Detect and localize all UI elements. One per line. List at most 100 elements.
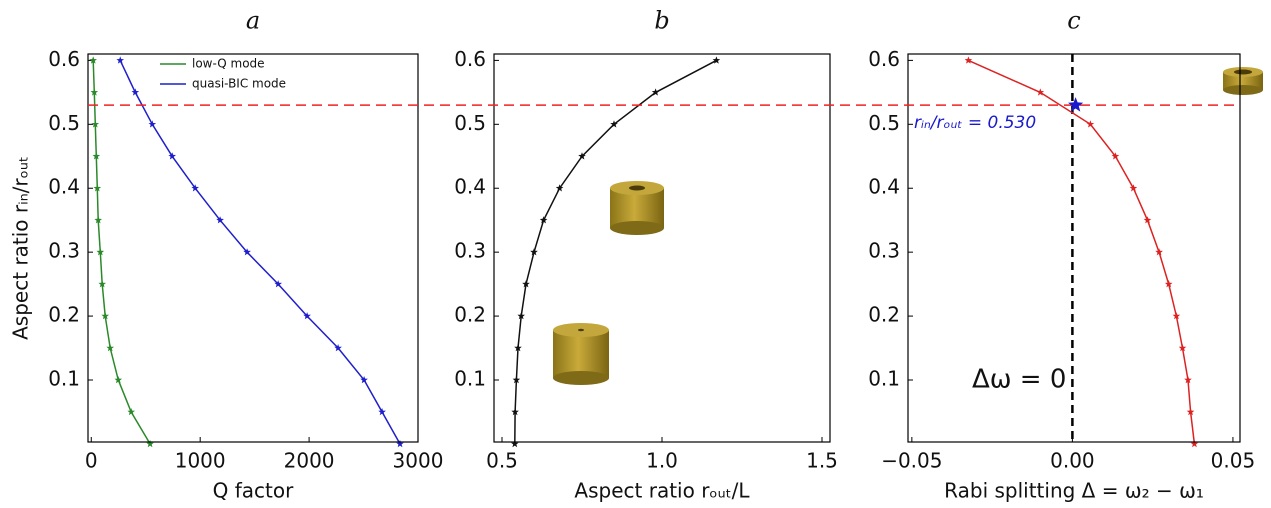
x-tick-label: 0 <box>85 449 98 473</box>
marker <box>1186 408 1195 416</box>
y-tick-label: 0.3 <box>868 239 900 263</box>
marker <box>243 248 251 256</box>
marker <box>514 344 522 352</box>
x-tick-label: 1000 <box>175 449 226 473</box>
marker <box>334 344 342 352</box>
series-line <box>119 60 401 445</box>
marker <box>1143 216 1152 224</box>
y-tick-label: 0.4 <box>454 175 486 199</box>
marker <box>539 216 548 224</box>
marker <box>1164 280 1173 288</box>
marker <box>712 56 721 64</box>
legend-label: low-Q mode <box>192 57 265 71</box>
plot-frame <box>87 53 419 443</box>
marker <box>1155 248 1163 256</box>
marker <box>116 56 124 64</box>
y-tick-label: 0.1 <box>48 366 80 390</box>
x-tick-label: −0.05 <box>881 449 942 473</box>
y-axis-label: Aspect ratio rᵢₙ/rₒᵤₜ <box>9 156 33 340</box>
marker <box>1184 376 1192 384</box>
marker <box>360 376 368 384</box>
y-tick-label: 0.6 <box>868 47 900 71</box>
marker <box>274 280 282 288</box>
marker <box>610 120 618 128</box>
cylinder-icon <box>610 181 664 235</box>
panel-title: b <box>654 7 669 35</box>
y-tick-label: 0.2 <box>454 303 486 327</box>
marker <box>91 120 100 128</box>
y-tick-label: 0.4 <box>868 175 900 199</box>
y-tick-label: 0.5 <box>868 111 900 135</box>
y-tick-label: 0.5 <box>48 111 80 135</box>
marker <box>1111 152 1120 160</box>
marker <box>651 88 660 96</box>
marker <box>131 88 140 96</box>
cylinder-icon <box>1223 67 1263 95</box>
marker <box>98 280 106 288</box>
marker <box>578 152 586 160</box>
marker <box>96 248 105 256</box>
panel-title: a <box>246 7 260 35</box>
marker <box>191 184 199 192</box>
highlight-marker <box>1068 97 1084 112</box>
marker <box>964 56 973 64</box>
y-tick-label: 0.5 <box>454 111 486 135</box>
zero-label: Δω = 0 <box>972 364 1066 394</box>
x-tick-label: 0.05 <box>1211 449 1256 473</box>
plot-frame <box>907 53 1241 443</box>
panel-title: c <box>1067 7 1080 35</box>
marker <box>148 120 157 128</box>
x-tick-label: 0.00 <box>1050 449 1095 473</box>
marker <box>89 56 97 64</box>
marker <box>1172 312 1181 320</box>
y-tick-label: 0.6 <box>48 47 80 71</box>
y-tick-label: 0.2 <box>868 303 900 327</box>
highlight-label: rᵢₙ/rₒᵤₜ = 0.530 <box>914 113 1036 133</box>
x-tick-label: 0.5 <box>486 449 518 473</box>
marker <box>378 408 386 416</box>
x-tick-label: 1.0 <box>646 449 678 473</box>
marker <box>106 344 114 352</box>
marker <box>396 439 404 448</box>
marker <box>1129 184 1138 192</box>
x-tick-label: 1.5 <box>806 449 838 473</box>
y-tick-label: 0.2 <box>48 303 80 327</box>
y-tick-label: 0.3 <box>48 239 80 263</box>
y-tick-label: 0.1 <box>454 366 486 390</box>
marker <box>1190 439 1199 448</box>
marker <box>511 439 519 448</box>
marker <box>216 216 224 224</box>
marker <box>512 376 521 384</box>
plot-frame <box>493 53 831 443</box>
marker <box>530 248 538 256</box>
x-axis-label: Aspect ratio rₒᵤₜ/L <box>574 479 750 503</box>
cylinder-icon <box>553 323 609 385</box>
marker <box>1086 120 1095 128</box>
marker <box>94 216 102 224</box>
marker <box>101 312 109 320</box>
x-axis-label: Q factor <box>213 479 294 503</box>
marker <box>146 439 154 448</box>
marker <box>114 376 123 384</box>
y-tick-label: 0.4 <box>48 175 80 199</box>
x-axis-label: Rabi splitting Δ = ω₂ − ω₁ <box>944 479 1204 503</box>
marker <box>1178 344 1187 352</box>
x-tick-label: 2000 <box>284 449 335 473</box>
series-line <box>514 59 717 444</box>
x-tick-label: 3000 <box>393 449 444 473</box>
marker <box>555 184 564 192</box>
y-tick-label: 0.6 <box>454 47 486 71</box>
y-tick-label: 0.3 <box>454 239 486 263</box>
legend-label: quasi-BIC mode <box>192 77 286 91</box>
marker <box>303 312 311 320</box>
marker <box>517 312 525 320</box>
marker <box>92 152 101 160</box>
marker <box>511 408 519 416</box>
y-tick-label: 0.1 <box>868 366 900 390</box>
marker <box>90 88 99 96</box>
marker <box>168 152 176 160</box>
marker <box>93 184 102 192</box>
marker <box>127 408 135 416</box>
marker <box>522 280 530 288</box>
